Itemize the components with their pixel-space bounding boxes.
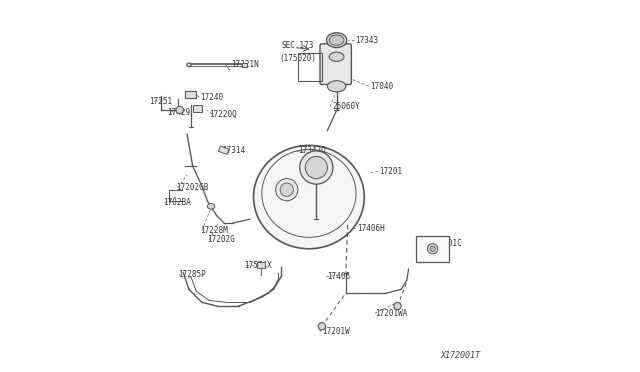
Text: 17201WA: 17201WA xyxy=(376,309,408,318)
Circle shape xyxy=(300,151,333,184)
Ellipse shape xyxy=(187,63,191,67)
Text: X172001T: X172001T xyxy=(440,351,480,360)
Text: 17321N: 17321N xyxy=(232,60,259,69)
Text: 17314: 17314 xyxy=(222,147,245,155)
Bar xyxy=(185,92,196,98)
Text: SEC.173: SEC.173 xyxy=(281,41,314,50)
Text: 17406: 17406 xyxy=(328,272,351,281)
Bar xyxy=(298,53,322,81)
Text: 17343: 17343 xyxy=(355,36,378,45)
Text: 17202G: 17202G xyxy=(207,235,235,244)
Circle shape xyxy=(305,157,328,179)
FancyBboxPatch shape xyxy=(320,44,351,84)
Text: 17251: 17251 xyxy=(149,97,173,106)
Text: 17201: 17201 xyxy=(379,167,402,176)
Circle shape xyxy=(318,323,326,330)
Text: 17040: 17040 xyxy=(370,82,393,91)
Text: 25060Y: 25060Y xyxy=(333,102,361,111)
Bar xyxy=(242,62,247,67)
Circle shape xyxy=(280,183,293,196)
Text: 17285P: 17285P xyxy=(178,270,205,279)
Text: 17228M: 17228M xyxy=(200,226,228,235)
Text: 1702BA: 1702BA xyxy=(163,198,191,207)
Ellipse shape xyxy=(326,33,347,48)
Ellipse shape xyxy=(328,81,346,92)
Text: 17202GB: 17202GB xyxy=(176,183,209,192)
Circle shape xyxy=(430,246,435,251)
Bar xyxy=(416,236,449,262)
Text: 17429: 17429 xyxy=(167,108,190,117)
Text: 17201C: 17201C xyxy=(435,239,462,248)
Text: 17574X: 17574X xyxy=(244,261,272,270)
Circle shape xyxy=(428,244,438,254)
Circle shape xyxy=(176,106,184,113)
Text: 17201W: 17201W xyxy=(322,327,349,336)
Text: 17406H: 17406H xyxy=(357,224,385,233)
Bar xyxy=(257,262,264,268)
Bar xyxy=(193,105,202,112)
Text: 17342Q: 17342Q xyxy=(298,147,326,155)
Text: (175020): (175020) xyxy=(280,54,316,63)
Circle shape xyxy=(276,179,298,201)
Ellipse shape xyxy=(329,35,344,45)
Text: 17240: 17240 xyxy=(200,93,223,102)
Ellipse shape xyxy=(207,203,215,209)
Bar xyxy=(218,146,229,154)
Circle shape xyxy=(394,302,401,310)
Text: 17220Q: 17220Q xyxy=(209,109,237,119)
Ellipse shape xyxy=(329,52,344,61)
Ellipse shape xyxy=(253,145,364,249)
